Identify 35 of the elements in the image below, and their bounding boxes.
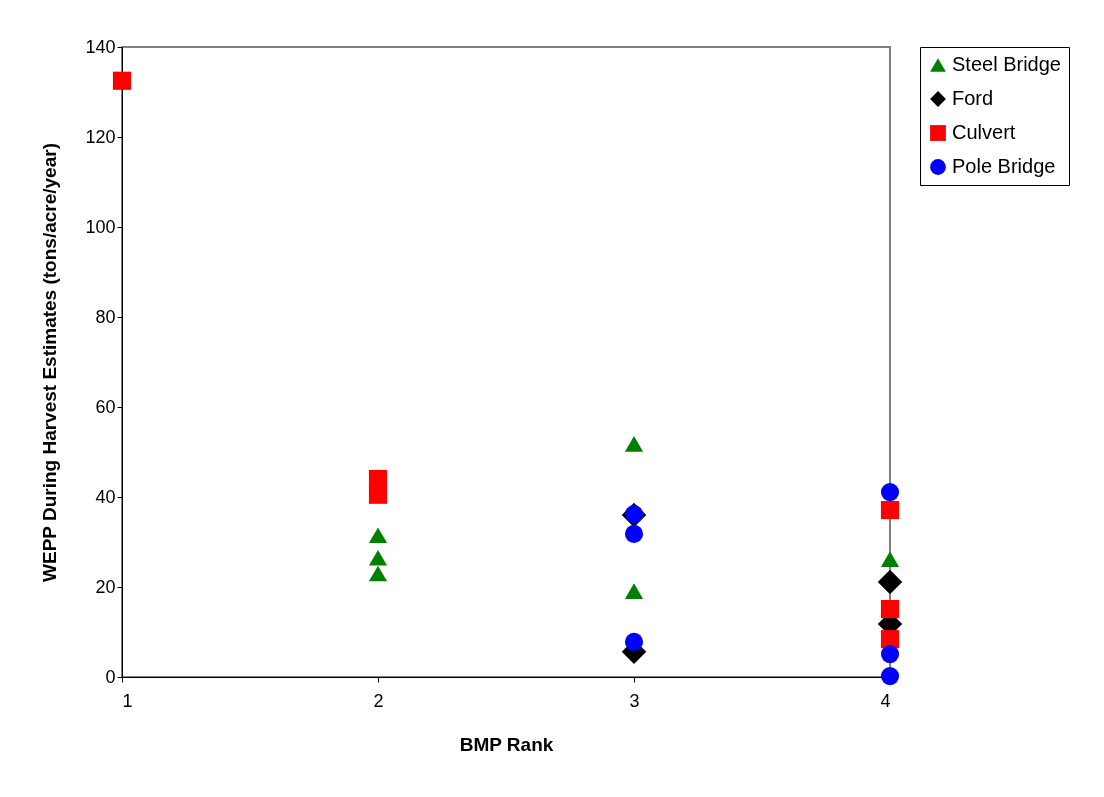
point bbox=[624, 583, 644, 599]
point bbox=[368, 485, 388, 504]
legend-label: Pole Bridge bbox=[952, 155, 1056, 177]
legend-label: Culvert bbox=[952, 121, 1016, 143]
y-tick-label: 80 bbox=[95, 306, 116, 327]
point bbox=[880, 630, 900, 649]
point bbox=[880, 667, 900, 686]
y-axis-title: WEPP During Harvest Estimates (tons/acre/year) bbox=[39, 143, 61, 582]
x-tick-label: 3 bbox=[629, 690, 640, 711]
point bbox=[880, 551, 900, 567]
point bbox=[624, 524, 644, 543]
x-tick-label: 1 bbox=[122, 690, 133, 711]
point bbox=[880, 500, 900, 520]
y-tick-label: 40 bbox=[95, 486, 116, 507]
x-tick-label: 4 bbox=[880, 690, 891, 711]
point bbox=[624, 436, 644, 452]
point bbox=[877, 569, 903, 595]
x-axis-title: BMP Rank bbox=[459, 733, 554, 755]
point bbox=[112, 71, 132, 90]
x-tick-label: 2 bbox=[373, 690, 384, 711]
point bbox=[368, 527, 388, 544]
y-tick-label: 60 bbox=[95, 396, 116, 417]
legend-label: Steel Bridge bbox=[952, 53, 1061, 75]
point bbox=[368, 549, 388, 566]
point bbox=[880, 599, 900, 619]
point bbox=[624, 632, 644, 651]
y-tick-label: 120 bbox=[85, 126, 116, 147]
y-tick-label: 20 bbox=[95, 576, 116, 597]
point bbox=[368, 565, 388, 582]
point bbox=[880, 482, 900, 502]
y-tick-label: 140 bbox=[85, 36, 116, 57]
y-tick-label: 100 bbox=[85, 216, 116, 237]
legend-label: Ford bbox=[952, 87, 994, 109]
y-tick-label: 0 bbox=[105, 666, 116, 687]
point bbox=[880, 644, 900, 664]
